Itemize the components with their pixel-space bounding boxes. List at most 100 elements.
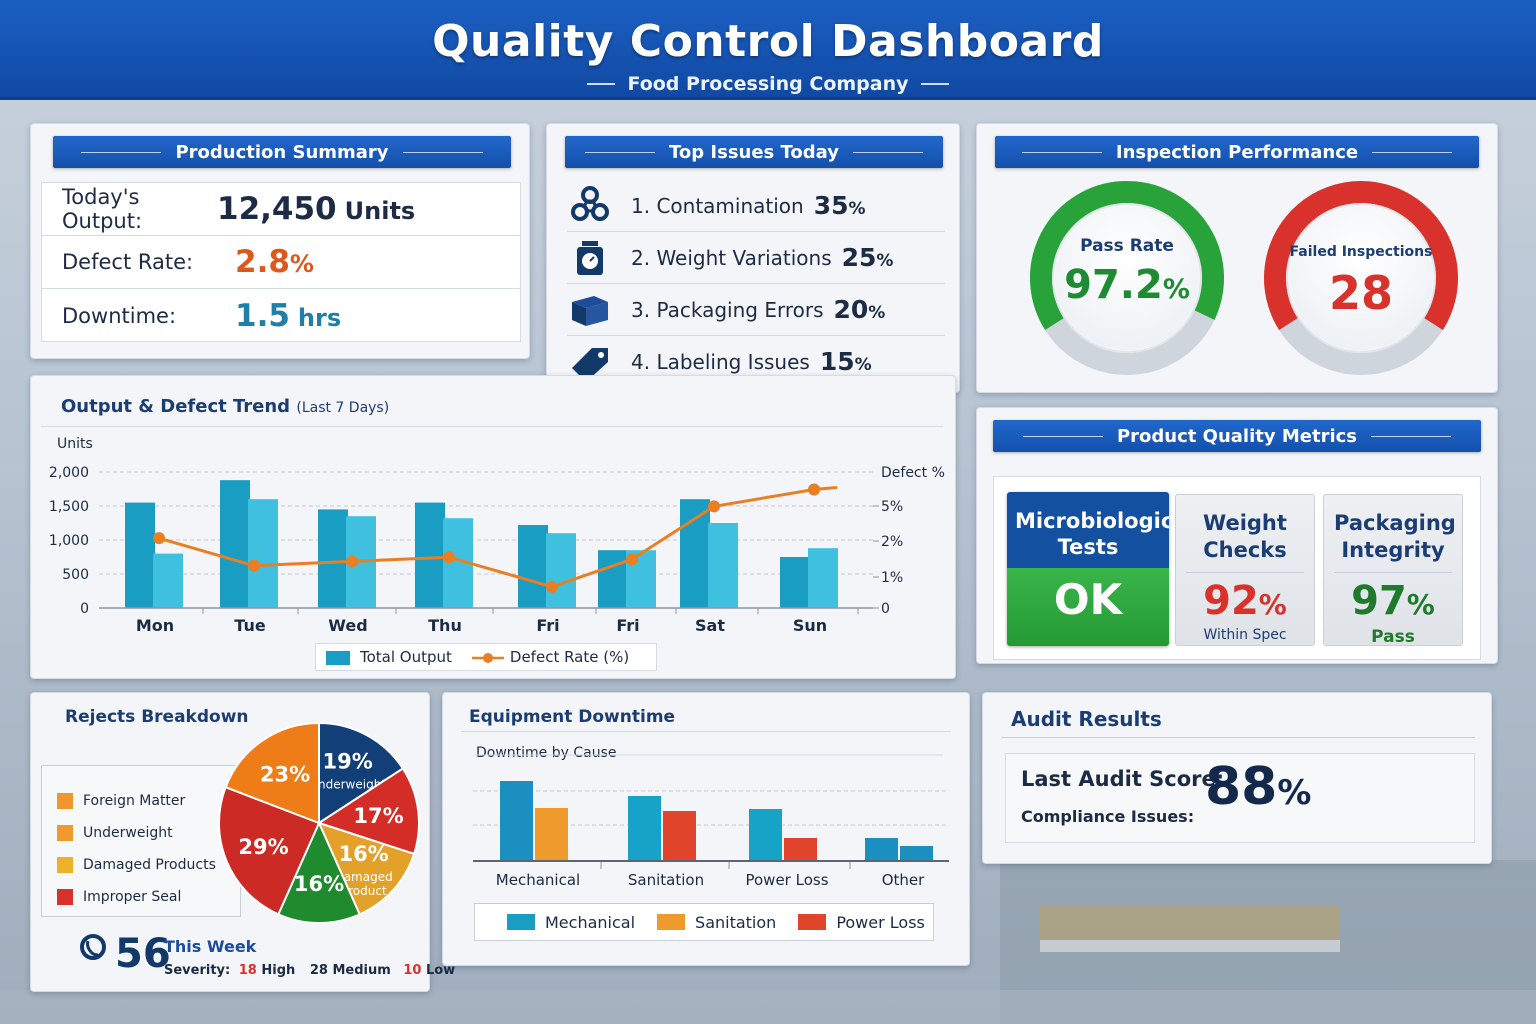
defect-rate-point bbox=[443, 551, 455, 564]
downtime-bar bbox=[663, 811, 696, 861]
legend-label: Improper Seal bbox=[83, 889, 182, 905]
inspection-performance-panel: Inspection Performance Pass Rate 97.2% F… bbox=[976, 123, 1498, 393]
downtime-legend-item: Sanitation bbox=[657, 913, 776, 932]
downtime-chart: Mechanical Sanitation Power Loss Other bbox=[473, 754, 949, 889]
severity-summary: Severity: 18 High 28 Medium 10 Low bbox=[164, 963, 456, 978]
pie-slice bbox=[317, 821, 416, 916]
legend-label: Power Loss bbox=[836, 912, 925, 932]
downtime-bar bbox=[900, 846, 933, 861]
panel-title: Inspection Performance bbox=[1115, 141, 1359, 163]
downtime-category-label: Power Loss bbox=[745, 871, 828, 889]
summary-value: 2.8% bbox=[235, 244, 314, 280]
y-tick-label: 1,000 bbox=[49, 533, 89, 549]
issue-row: 1. Contamination 35% bbox=[567, 180, 945, 232]
legend-defect-rate: Defect Rate (%) bbox=[471, 648, 629, 666]
summary-value: 12,450 Units bbox=[217, 191, 416, 227]
audit-score-label: Last Audit Score: bbox=[1021, 767, 1225, 791]
downtime-legend: Mechanical Sanitation Power Loss bbox=[474, 903, 934, 941]
gauge-fill bbox=[1264, 181, 1458, 330]
summary-row: Downtime: 1.5 hrs bbox=[42, 289, 520, 342]
rejects-legend-box bbox=[41, 765, 241, 917]
pie-slice-percent: 17% bbox=[353, 804, 403, 828]
legend-swatch bbox=[57, 889, 73, 905]
x-tick-label: Wed bbox=[328, 616, 367, 635]
equipment-downtime-panel: Equipment Downtime Downtime by Cause Mec… bbox=[442, 692, 970, 966]
summary-value: 1.5 hrs bbox=[235, 297, 342, 334]
y-axis-label: Units bbox=[57, 436, 93, 452]
downtime-bar bbox=[749, 809, 782, 861]
rejects-legend-item: Damaged Products bbox=[57, 849, 216, 881]
audit-score: 88% bbox=[1205, 757, 1312, 817]
output-bar-secondary bbox=[808, 548, 838, 608]
downtime-bar bbox=[500, 781, 533, 861]
scale-icon bbox=[567, 238, 613, 278]
output-bar bbox=[680, 499, 710, 608]
output-bar bbox=[220, 480, 250, 608]
panel-title: Product Quality Metrics bbox=[1116, 425, 1358, 447]
pie-slice-percent: 19% bbox=[322, 749, 372, 773]
defect-rate-point bbox=[708, 500, 720, 513]
rejects-legend-item: Improper Seal bbox=[57, 881, 216, 913]
micro-tests-title: Microbiological Tests bbox=[1007, 492, 1169, 568]
panel-header: Inspection Performance bbox=[995, 136, 1479, 168]
defect-rate-point bbox=[346, 555, 358, 568]
x-tick-label: Tue bbox=[234, 616, 266, 635]
legend-swatch bbox=[57, 825, 73, 841]
x-tick-label: Fri bbox=[616, 616, 639, 635]
issue-row: 3. Packaging Errors 20% bbox=[567, 284, 945, 336]
issue-label: 3. Packaging Errors bbox=[631, 297, 824, 322]
legend-label: Damaged Products bbox=[83, 857, 216, 873]
legend-swatch bbox=[657, 914, 686, 930]
panel-header: Product Quality Metrics bbox=[993, 420, 1481, 452]
gauge-center: Pass Rate 97.2% bbox=[1055, 206, 1199, 350]
downtime-legend-item: Power Loss bbox=[798, 913, 925, 932]
pie-slice-label: Underweight bbox=[309, 777, 386, 791]
downtime-bar bbox=[784, 838, 817, 861]
issue-label: 2. Weight Variations bbox=[631, 245, 832, 270]
downtime-title: Equipment Downtime bbox=[469, 707, 676, 727]
micro-tests-card: Microbiological Tests OK bbox=[1007, 492, 1169, 646]
legend-label: Mechanical bbox=[545, 912, 636, 932]
downtime-bar bbox=[535, 808, 568, 861]
weight-checks-card: Weight Checks 92% Within Spec bbox=[1175, 494, 1315, 646]
legend-swatch bbox=[57, 857, 73, 873]
trend-panel: Output & Defect Trend (Last 7 Days) Unit… bbox=[30, 375, 956, 679]
x-tick-label: Mon bbox=[136, 616, 174, 635]
pie-slice bbox=[318, 721, 405, 825]
issue-row: 2. Weight Variations 25% bbox=[567, 232, 945, 284]
pie-slice bbox=[224, 721, 320, 825]
production-summary-panel: Production Summary Today's Output: 12,450… bbox=[30, 123, 530, 359]
pie-slice-percent: 29% bbox=[238, 835, 288, 859]
legend-swatch bbox=[57, 793, 73, 809]
failed-value: 28 bbox=[1328, 266, 1393, 320]
rejects-legend: Foreign Matter Underweight Damaged Product… bbox=[57, 785, 216, 913]
failed-inspections-gauge: Failed Inspections 28 bbox=[1263, 180, 1459, 376]
defect-rate-point bbox=[626, 553, 638, 566]
gauge-center: Failed Inspections 28 bbox=[1289, 206, 1433, 350]
y2-tick-label: 1% bbox=[881, 570, 903, 586]
x-tick-label: Fri bbox=[536, 616, 559, 635]
downtime-bar bbox=[628, 796, 661, 861]
y2-tick-label: 5% bbox=[881, 499, 903, 515]
panel-title: Top Issues Today bbox=[669, 141, 839, 163]
issue-percent: 25% bbox=[841, 243, 894, 272]
x-tick-label: Sat bbox=[695, 616, 725, 635]
panel-header: Production Summary bbox=[53, 136, 511, 168]
legend-label: Underweight bbox=[83, 825, 173, 841]
defect-rate-point bbox=[808, 483, 820, 496]
downtime-subtitle: Downtime by Cause bbox=[476, 745, 617, 761]
output-bar bbox=[598, 550, 628, 608]
top-issues-panel: Top Issues Today 1. Contamination 35% 2. W… bbox=[546, 123, 960, 393]
downtime-category-label: Sanitation bbox=[628, 871, 704, 889]
legend-swatch bbox=[798, 914, 827, 930]
pass-rate-gauge: Pass Rate 97.2% bbox=[1029, 180, 1225, 376]
output-bar bbox=[518, 525, 548, 608]
pie-slice-label: product bbox=[341, 884, 387, 898]
summary-table: Today's Output: 12,450 Units Defect Rate: 2.… bbox=[41, 182, 521, 342]
downtime-bar bbox=[865, 838, 898, 861]
y-tick-label: 500 bbox=[62, 567, 89, 583]
summary-label: Today's Output: bbox=[62, 185, 143, 233]
summary-row: Defect Rate: 2.8% bbox=[42, 236, 520, 289]
weight-checks-note: Within Spec bbox=[1203, 627, 1287, 643]
y-tick-label: 1,500 bbox=[49, 499, 89, 515]
